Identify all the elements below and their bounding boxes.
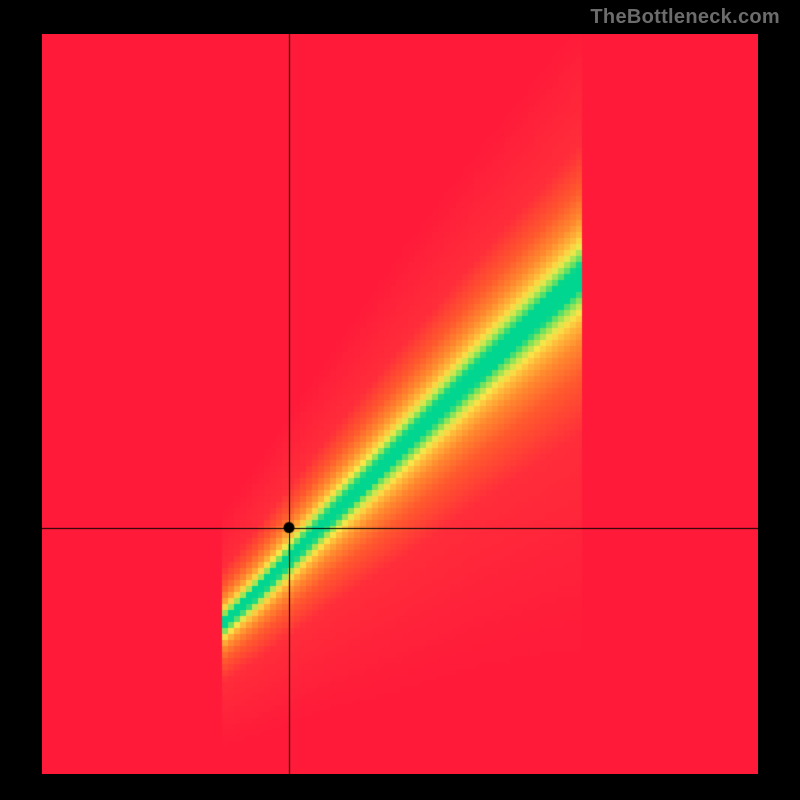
heatmap-plot — [42, 34, 758, 774]
watermark-text: TheBottleneck.com — [590, 6, 780, 29]
